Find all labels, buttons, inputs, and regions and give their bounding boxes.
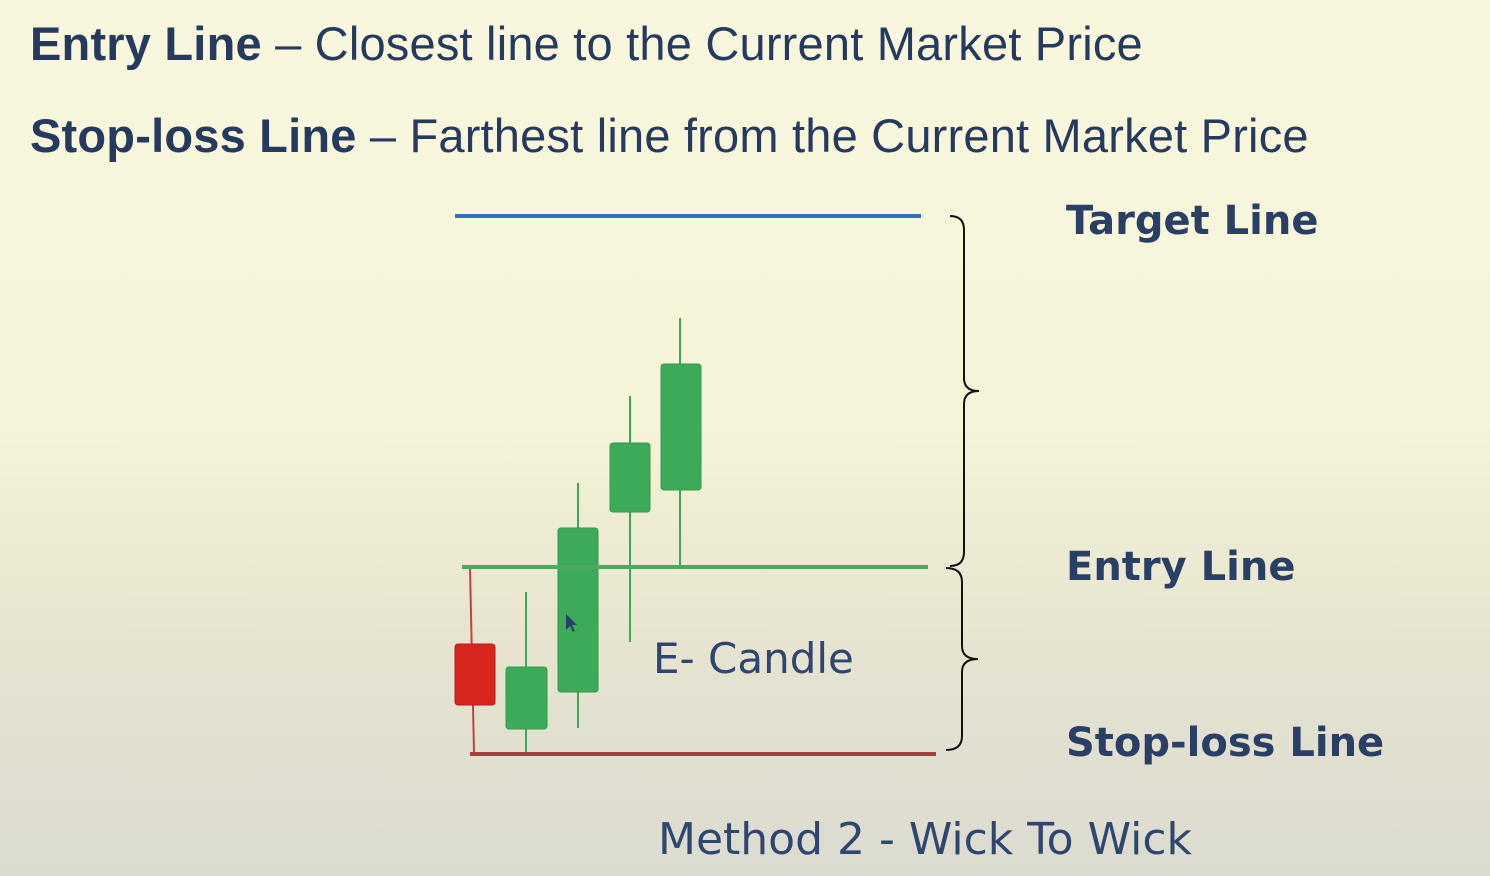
method-caption: Method 2 - Wick To Wick [658,814,1193,865]
stoploss-line-term: Stop-loss Line [30,109,357,162]
e-candle-label: E- Candle [653,634,854,683]
mouse-cursor-icon [566,614,577,632]
stoploss-line-description: – Farthest line from the Current Market … [356,109,1309,162]
entry-line-description: – Closest line to the Current Market Pri… [261,17,1143,70]
entry-line-term: Entry Line [30,17,262,70]
upper-brace [949,215,980,567]
e-candle-body [557,527,599,693]
green-candle-4-body [660,363,702,491]
entry-line-definition: Entry Line – Closest line to the Current… [30,16,1143,71]
red-candle-body [454,643,496,706]
green-candle-1-body [505,666,548,730]
lower-brace [945,567,979,751]
entry-line-label: Entry Line [1066,544,1296,590]
stoploss-line-definition: Stop-loss Line – Farthest line from the … [30,108,1309,163]
target-line-label: Target Line [1066,198,1319,244]
stoploss-line-label: Stop-loss Line [1066,720,1385,766]
green-candle-3-body [609,442,651,513]
